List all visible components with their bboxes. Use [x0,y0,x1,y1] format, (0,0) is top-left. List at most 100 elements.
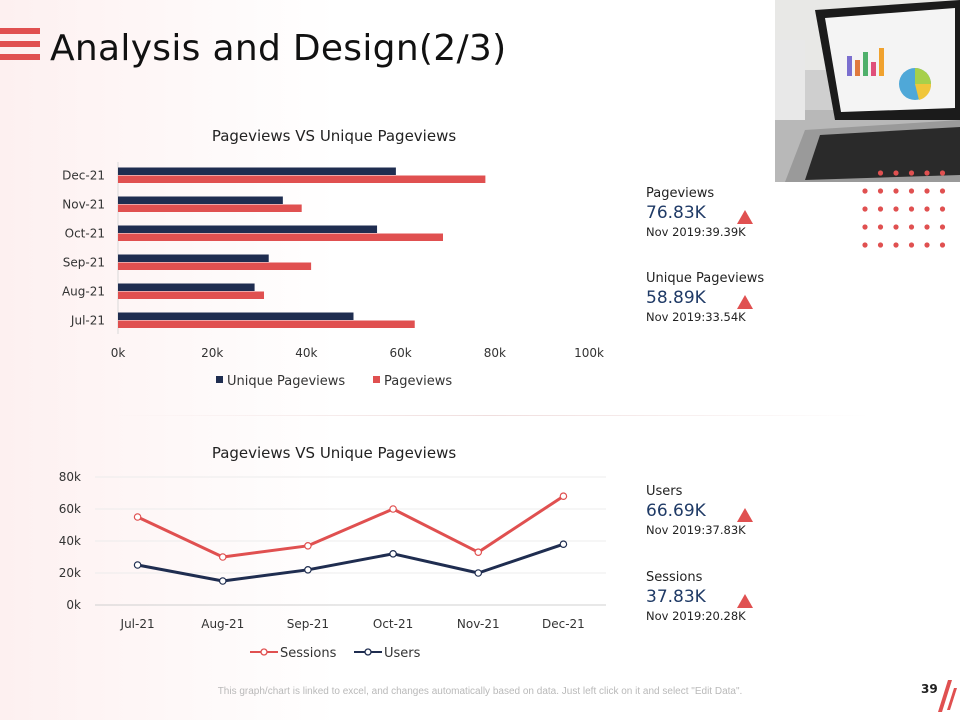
line-y-tick-label: 40k [59,534,81,548]
decor-dot [908,224,915,230]
bar-unique-pageviews [118,283,255,291]
line-point-sessions [218,553,227,561]
decor-dot [908,170,915,176]
line-x-tick-label: Nov-21 [457,617,500,631]
bar-category-label: Nov-21 [62,198,105,212]
legend-marker-sessions [260,648,268,656]
bar-x-tick-label: 60k [389,346,411,360]
decor-dot [924,170,930,176]
menu-icon [0,28,40,76]
kpi-sessions: Sessions 37.83K Nov 2019:20.28K [646,570,806,623]
line-point-users [389,549,397,558]
bar-pageviews [118,233,443,241]
bar-category-label: Jul-21 [70,314,105,328]
decor-dot [908,188,915,194]
bar-category-label: Dec-21 [62,169,105,183]
decor-dot [908,242,915,248]
bar-category-label: Oct-21 [65,227,105,241]
bar-unique-pageviews [118,196,283,204]
dot-grid-decoration [862,170,946,248]
bar-pageviews [118,320,415,328]
line-chart-legend: Sessions Users [250,646,421,661]
decor-dot [862,206,868,212]
page-number: 39 [921,682,938,696]
line-x-tick-label: Sep-21 [287,617,329,631]
decor-dot [862,224,868,230]
line-y-tick-label: 60k [59,502,81,516]
decor-dot [893,188,899,194]
kpi-pageviews: Pageviews 76.83K Nov 2019:39.39K [646,186,806,239]
decor-dot [877,170,884,176]
line-chart: Pageviews VS Unique Pageviews 0k 20k 40k 60… [59,444,606,661]
decor-dot [924,224,930,230]
line-point-sessions [133,513,142,521]
line-y-tick-label: 20k [59,566,81,580]
kpi-label: Sessions [646,570,703,585]
bar-x-tick-label: 80k [484,346,506,360]
trend-up-icon [737,508,753,522]
decor-dot [877,188,884,194]
line-point-users [218,577,227,585]
bar-pageviews [118,175,486,183]
decor-dot [939,224,946,230]
bar-x-tick-label: 0k [111,346,126,360]
kpi-compare: Nov 2019:20.28K [646,609,746,623]
bar-category-label: Aug-21 [62,285,105,299]
line-point-sessions [474,548,483,557]
bar-pageviews [118,204,302,212]
bar-category-label: Sep-21 [63,256,105,270]
decor-dot [877,242,884,248]
kpi-unique-pageviews: Unique Pageviews 58.89K Nov 2019:33.54K [646,271,806,324]
legend-label-unique-pageviews: Unique Pageviews [227,374,345,389]
footnote: This graph/chart is linked to excel, and… [217,686,743,697]
bar-chart-title: Pageviews VS Unique Pageviews [212,127,457,145]
bar-pageviews [118,291,265,299]
trend-up-icon [737,210,753,224]
section-divider [110,415,870,416]
line-y-tick-label: 0k [66,598,81,612]
decor-dot [893,170,899,176]
kpi-value: 58.89K [646,288,706,308]
legend-label-users: Users [384,646,421,661]
line-point-sessions [559,492,568,501]
legend-swatch-unique-pageviews [216,376,223,383]
kpi-users: Users 66.69K Nov 2019:37.83K [646,484,806,537]
bar-chart: Pageviews VS Unique Pageviews Jul-21 Aug-… [62,127,604,389]
line-x-tick-label: Jul-21 [120,617,155,631]
trend-up-icon [737,594,753,608]
bar-x-tick-label: 100k [574,346,604,360]
decor-dot [893,206,899,212]
laptop-photo [775,0,960,182]
kpi-compare: Nov 2019:39.39K [646,225,746,239]
kpi-label: Users [646,484,683,499]
line-series-users [137,542,564,583]
line-x-tick-label: Oct-21 [373,617,413,631]
legend-label-sessions: Sessions [280,646,337,661]
trend-up-icon [737,295,753,309]
decor-dot [924,242,930,248]
decor-dot [939,170,946,176]
bar-chart-legend: Unique Pageviews Pageviews [216,374,452,389]
legend-label-pageviews: Pageviews [384,374,452,389]
kpi-value: 66.69K [646,501,706,521]
line-point-users [304,565,312,574]
bar-pageviews [118,262,312,270]
bar-unique-pageviews [118,254,269,262]
kpi-value: 76.83K [646,203,706,223]
line-x-tick-label: Aug-21 [201,617,244,631]
decor-dot [893,242,899,248]
legend-swatch-pageviews [373,376,380,383]
line-point-sessions [304,541,312,550]
kpi-label: Unique Pageviews [646,271,765,286]
line-point-users [133,561,142,569]
decor-dot [862,242,868,248]
decor-dot [908,206,915,212]
decor-dot [924,206,930,212]
bar-unique-pageviews [118,225,378,233]
kpi-label: Pageviews [646,186,715,201]
line-chart-title: Pageviews VS Unique Pageviews [212,444,457,462]
bar-x-tick-label: 40k [295,346,317,360]
line-point-users [559,540,568,549]
bar-unique-pageviews [118,312,354,320]
page-title: Analysis and Design(2/3) [50,28,507,69]
